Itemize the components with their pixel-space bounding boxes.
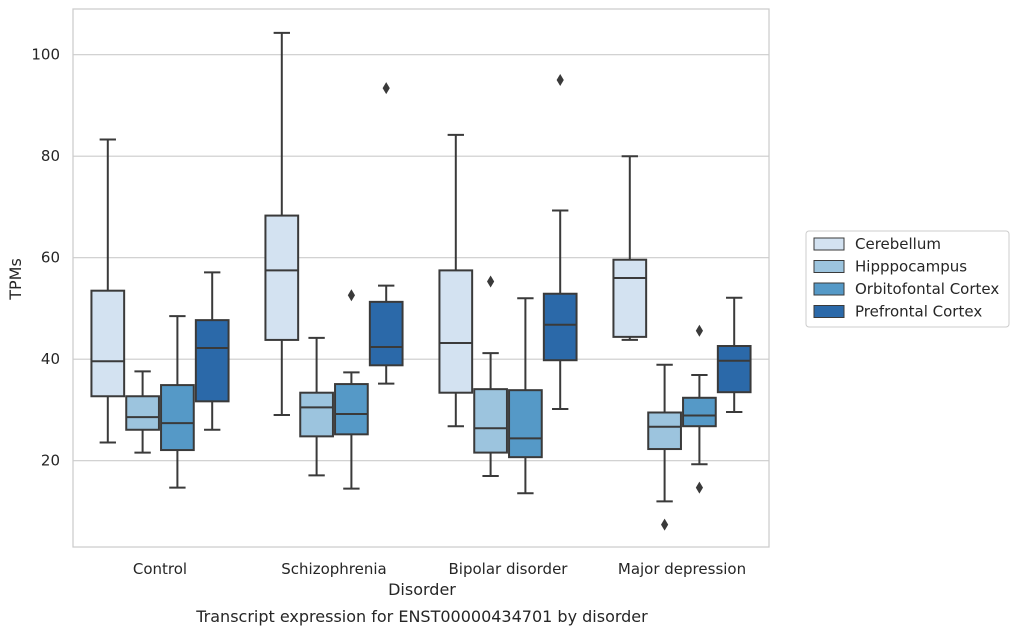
y-tick-label: 20	[41, 452, 60, 470]
y-axis-ticks: 20 40 60 80 100	[31, 46, 60, 470]
boxes-layer	[90, 31, 752, 531]
chart-title: Transcript expression for ENST0000043470…	[195, 607, 648, 626]
box-iqr	[473, 388, 508, 454]
box-1-3	[647, 363, 682, 531]
outlier-point	[556, 74, 564, 87]
x-axis-ticks: Control Schizophrenia Bipolar disorder Majo…	[133, 560, 746, 578]
x-tick-label: Control	[133, 560, 187, 578]
y-axis-label: TPMs	[6, 258, 25, 301]
legend-label: Prefrontal Cortex	[855, 303, 982, 321]
box-iqr	[368, 300, 404, 367]
box-iqr	[125, 395, 160, 431]
box-0-0	[90, 138, 126, 444]
box-iqr	[542, 292, 578, 362]
legend-swatch	[813, 305, 845, 318]
box-0-2	[438, 133, 474, 428]
box-iqr	[647, 411, 682, 451]
legend-label: Orbitofontal Cortex	[855, 280, 999, 298]
legend-swatch	[813, 260, 845, 273]
x-axis-label: Disorder	[388, 580, 456, 599]
legend-swatch	[813, 237, 845, 251]
box-iqr	[160, 384, 195, 452]
legend-items: Cerebellum Hipppocampus Orbitofontal Corte…	[813, 235, 999, 321]
legend-label: Hipppocampus	[855, 258, 967, 276]
outlier-point	[347, 289, 355, 302]
box-0-3	[612, 155, 648, 341]
box-1-1	[299, 336, 334, 477]
box-3-2	[542, 74, 578, 410]
box-iqr	[334, 383, 369, 436]
legend: Cerebellum Hipppocampus Orbitofontal Corte…	[805, 230, 1010, 328]
box-3-3	[716, 296, 752, 413]
y-tick-label: 100	[31, 46, 60, 64]
box-3-1	[368, 82, 404, 385]
outlier-point	[695, 324, 703, 337]
box-iqr	[299, 391, 334, 438]
box-iqr	[508, 389, 543, 459]
outlier-point	[487, 275, 495, 288]
legend-label: Cerebellum	[855, 235, 941, 253]
box-iqr	[612, 258, 648, 338]
outlier-point	[382, 82, 390, 95]
legend-frame	[805, 230, 1010, 328]
x-tick-label: Bipolar disorder	[449, 560, 569, 578]
box-iqr	[90, 289, 126, 398]
box-iqr	[194, 319, 230, 403]
plot-frame	[72, 8, 770, 548]
box-2-3	[682, 324, 717, 494]
box-2-0	[160, 315, 195, 489]
box-0-1	[264, 31, 300, 417]
y-tick-label: 40	[41, 350, 60, 368]
box-iqr	[438, 269, 474, 394]
outlier-point	[695, 481, 703, 494]
y-tick-label: 80	[41, 147, 60, 165]
x-tick-label: Major depression	[618, 560, 746, 578]
legend-swatch	[813, 282, 845, 296]
box-1-0	[125, 370, 160, 454]
box-3-0	[194, 271, 230, 431]
gridlines	[73, 54, 769, 462]
y-tick-label: 60	[41, 249, 60, 267]
x-tick-label: Schizophrenia	[281, 560, 386, 578]
box-iqr	[716, 345, 752, 394]
outlier-point	[661, 518, 669, 531]
box-1-2	[473, 275, 508, 477]
box-iqr	[264, 214, 300, 341]
box-2-1	[334, 289, 369, 490]
box-2-2	[508, 297, 543, 495]
box-iqr	[682, 396, 717, 428]
